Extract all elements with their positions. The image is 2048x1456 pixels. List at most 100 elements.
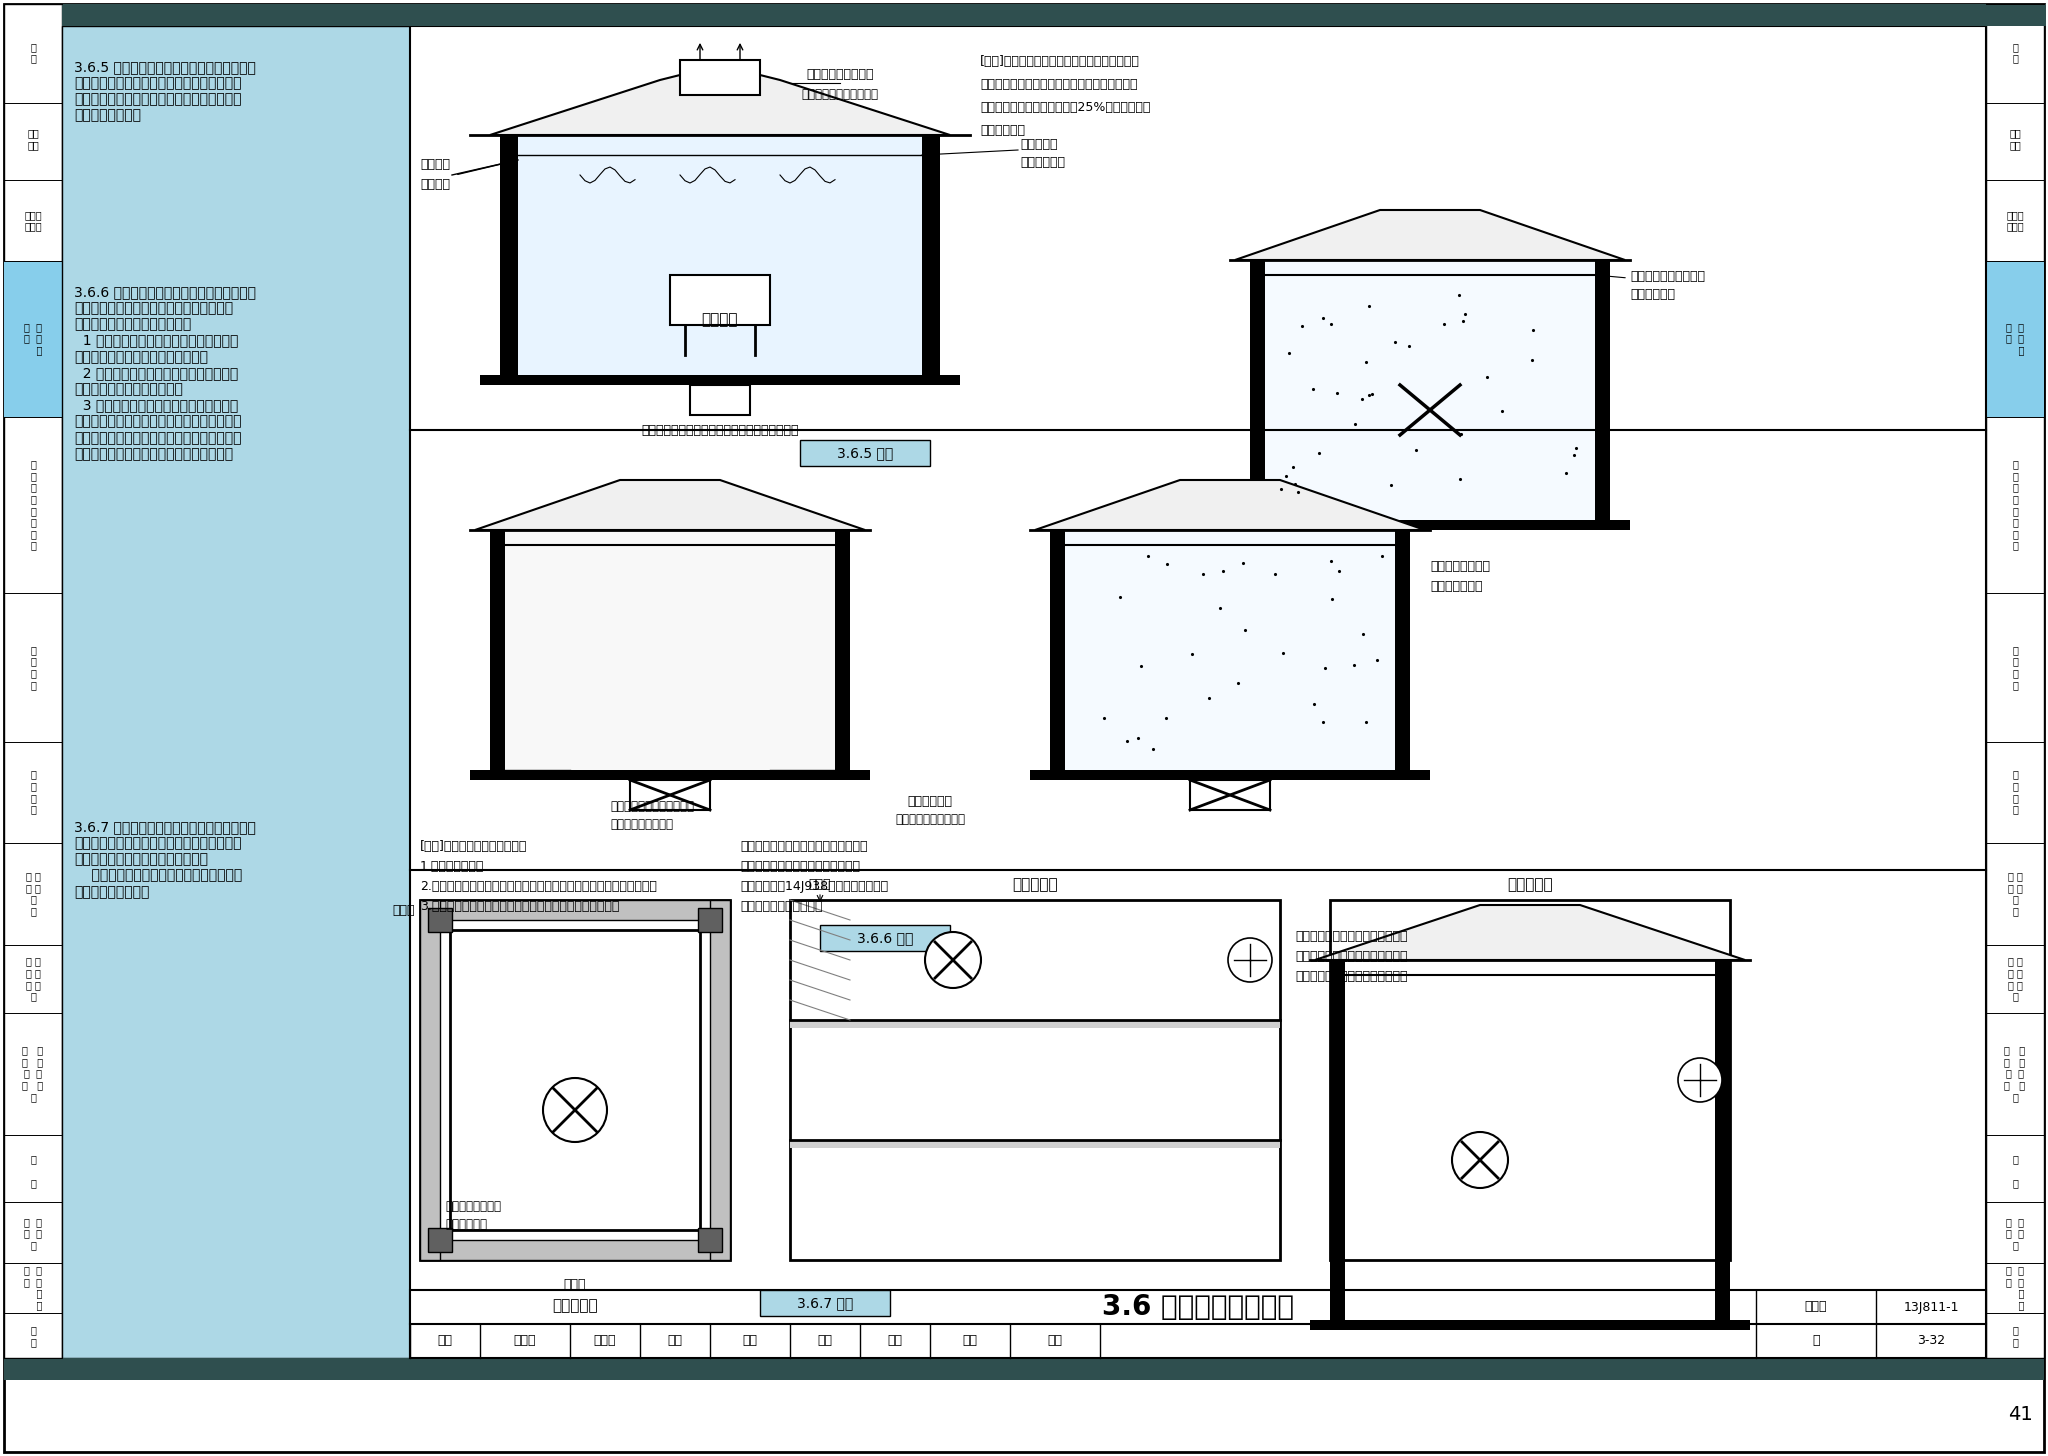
Bar [1714,960,1731,1321]
Text: 供   和
暖   空
，  调
通   节
风: 供 和 暖 空 ， 调 通 节 风 [2005,1045,2025,1102]
Text: （泄压面积按计算确定）: （泄压面积按计算确定） [801,89,879,102]
Text: 该空间内含有爆炸危险物质的混合气体或粉尘的: 该空间内含有爆炸危险物质的混合气体或粉尘的 [981,79,1137,90]
Text: 建
筑
构
造: 建 筑 构 造 [31,770,37,814]
Text: 厂  和
房  仓
    库: 厂 和 房 仓 库 [25,322,43,355]
Bar [791,1021,1280,1028]
Text: 柱和梁: 柱和梁 [563,1278,586,1291]
Bar [1266,261,1595,520]
Text: 或多层厂房顶层靠外墙的泄压设施: 或多层厂房顶层靠外墙的泄压设施 [1294,970,1407,983]
Text: 不宜设置地沟: 不宜设置地沟 [907,795,952,808]
Text: [注释]爆炸危险区域内的通风，其空气流量能使: [注释]爆炸危险区域内的通风，其空气流量能使 [981,55,1141,68]
Text: 有爆炸危险的甲、乙类生产部位宜: 有爆炸危险的甲、乙类生产部位宜 [1294,930,1407,943]
Text: 顶棚应尽量: 顶棚应尽量 [1020,138,1057,151]
Text: 总术符
则语号: 总术符 则语号 [25,210,41,232]
Text: 甲类厂房: 甲类厂房 [702,313,737,328]
Bar [1329,900,1731,1259]
Text: 蔡昭昀: 蔡昭昀 [514,1335,537,1347]
Text: 有粉尘、纤维爆炸: 有粉尘、纤维爆炸 [1430,561,1491,574]
Bar [420,900,729,1259]
Text: 多敏: 多敏 [1047,1335,1063,1347]
Text: 吴颖: 吴颖 [963,1335,977,1347]
Text: 泄压面: 泄压面 [809,878,831,891]
Text: [注释]厂房内必须设置地沟时：: [注释]厂房内必须设置地沟时： [420,840,528,853]
Text: 3.6.6 散发较空气重的可燃气体、可燃蒸气的
甲类厂房和有粉尘、纤维爆炸危险的乙类厂
房，应符合下列规定：【图示】
  1 应采用不发火花的地面。采用绝缘材料: 3.6.6 散发较空气重的可燃气体、可燃蒸气的 甲类厂房和有粉尘、纤维爆炸危险的… [74,285,256,462]
Text: 3.6.7 有爆炸危险的甲、乙类生产部位，宜布
置在单层厂房靠外墙的泄压设施或多层厂房顶
层靠外墙的泄压设施附近。【图示】
    有爆炸危险的设备宜避开厂房的: 3.6.7 有爆炸危险的甲、乙类生产部位，宜布 置在单层厂房靠外墙的泄压设施或多… [74,820,256,898]
Text: 3.6.5 图示: 3.6.5 图示 [838,446,893,460]
Text: 滑，易于清扫: 滑，易于清扫 [1630,288,1675,301]
Bar [1249,261,1266,520]
Text: 编制
说明: 编制 说明 [27,128,39,150]
Text: 13J811-1: 13J811-1 [1903,1300,1958,1313]
Text: 及屋盖、墙体建筑构造》: 及屋盖、墙体建筑构造》 [739,900,823,913]
Text: 平整、无死角: 平整、无死角 [1020,156,1065,169]
Text: 甲
乙
丙
类
厂
房
仓
库: 甲 乙 丙 类 厂 房 仓 库 [31,460,37,550]
Bar [428,1227,453,1252]
Text: 宜采用轻质屋盖泄压: 宜采用轻质屋盖泄压 [807,68,874,82]
Bar [518,135,922,376]
Text: 电

气: 电 气 [2011,1155,2017,1188]
Bar [922,135,940,376]
Bar [420,900,440,1259]
Bar [489,530,506,770]
Text: 民
用
建
筑: 民 用 建 筑 [2011,645,2017,690]
Text: 可燃蒸气的甲类厂房: 可燃蒸气的甲类厂房 [610,818,674,831]
Text: 甲
乙
丙
类
厂
房
仓
库: 甲 乙 丙 类 厂 房 仓 库 [2011,460,2017,550]
Text: 灾 设
火 施
救
援: 灾 设 火 施 救 援 [25,871,41,916]
Bar [1595,261,1610,520]
Bar [791,900,1280,1259]
Circle shape [543,1077,606,1142]
Text: 消 的
防 设
施 备
置: 消 的 防 设 施 备 置 [2007,957,2023,1002]
Text: 城  交
市  通
    隧
    道: 城 交 市 通 隧 道 [25,1265,43,1310]
Polygon shape [489,66,950,135]
Bar [631,780,711,810]
Bar [506,530,836,770]
Text: 3.6.6 图示: 3.6.6 图示 [856,930,913,945]
Text: 校对: 校对 [668,1335,682,1347]
Circle shape [926,932,981,989]
Text: 3.6.7 图示: 3.6.7 图示 [797,1296,854,1310]
Bar [1329,960,1346,1321]
Text: 危险的乙类厂房: 危险的乙类厂房 [1430,579,1483,593]
Bar [61,4,2046,26]
Text: 散发较空气轻的可燃气体、可燃蒸气的甲类厂房: 散发较空气轻的可燃气体、可燃蒸气的甲类厂房 [641,424,799,437]
Text: 可燃气体: 可燃气体 [420,159,451,172]
Text: 可燃蒸气: 可燃蒸气 [420,179,451,192]
Text: 消 的
防 设
施 备
置: 消 的 防 设 施 备 置 [25,957,41,1002]
Text: 1.沟盖板应密封；: 1.沟盖板应密封； [420,860,485,874]
Text: 3-32: 3-32 [1917,1335,1946,1347]
Bar [500,135,518,376]
Text: 宜避开柱和梁: 宜避开柱和梁 [444,1219,487,1230]
Text: 灾 设
火 施
救
援: 灾 设 火 施 救 援 [2007,871,2023,916]
Text: 高凡: 高凡 [817,1335,831,1347]
Bar [1231,520,1630,530]
Bar [1311,1321,1749,1329]
Text: 编制
说明: 编制 说明 [2009,128,2021,150]
Text: 图集号: 图集号 [1804,1300,1827,1313]
Text: 木  建
结  筑
构: 木 建 结 筑 构 [2005,1217,2023,1251]
Bar [1030,770,1430,780]
Text: 平面示意图: 平面示意图 [553,1297,598,1313]
Text: 附
录: 附 录 [31,1325,37,1347]
Bar [698,909,723,932]
Text: 3.6 厂房和仓库的防爆: 3.6 厂房和仓库的防爆 [1102,1293,1294,1321]
Text: 城  交
市  通
    隧
    道: 城 交 市 通 隧 道 [2005,1265,2023,1310]
Text: 41: 41 [2007,1405,2032,1424]
Text: 审核: 审核 [438,1335,453,1347]
Bar [4,4,61,1358]
Text: 3.与相邻厂房地沟连通时，应在连通处使用防火材料密封。: 3.与相邻厂房地沟连通时，应在连通处使用防火材料密封。 [420,900,618,913]
Text: 总术符
则语号: 总术符 则语号 [2007,210,2023,232]
Text: （必须设置时见注释）: （必须设置时见注释） [895,812,965,826]
Bar [428,909,453,932]
Text: 木  建
结  筑
构: 木 建 结 筑 构 [25,1217,43,1251]
Bar [1987,4,2044,1358]
Bar [4,261,61,416]
Bar [1051,530,1065,770]
Polygon shape [1315,906,1745,960]
Bar [801,440,930,466]
Text: 设计: 设计 [887,1335,903,1347]
Bar [690,384,750,415]
Bar [698,1227,723,1252]
Bar [469,770,870,780]
Text: 布置在单层厂房靠外墙的泄压设施: 布置在单层厂房靠外墙的泄压设施 [1294,949,1407,962]
Text: 目
录: 目 录 [2011,42,2017,64]
